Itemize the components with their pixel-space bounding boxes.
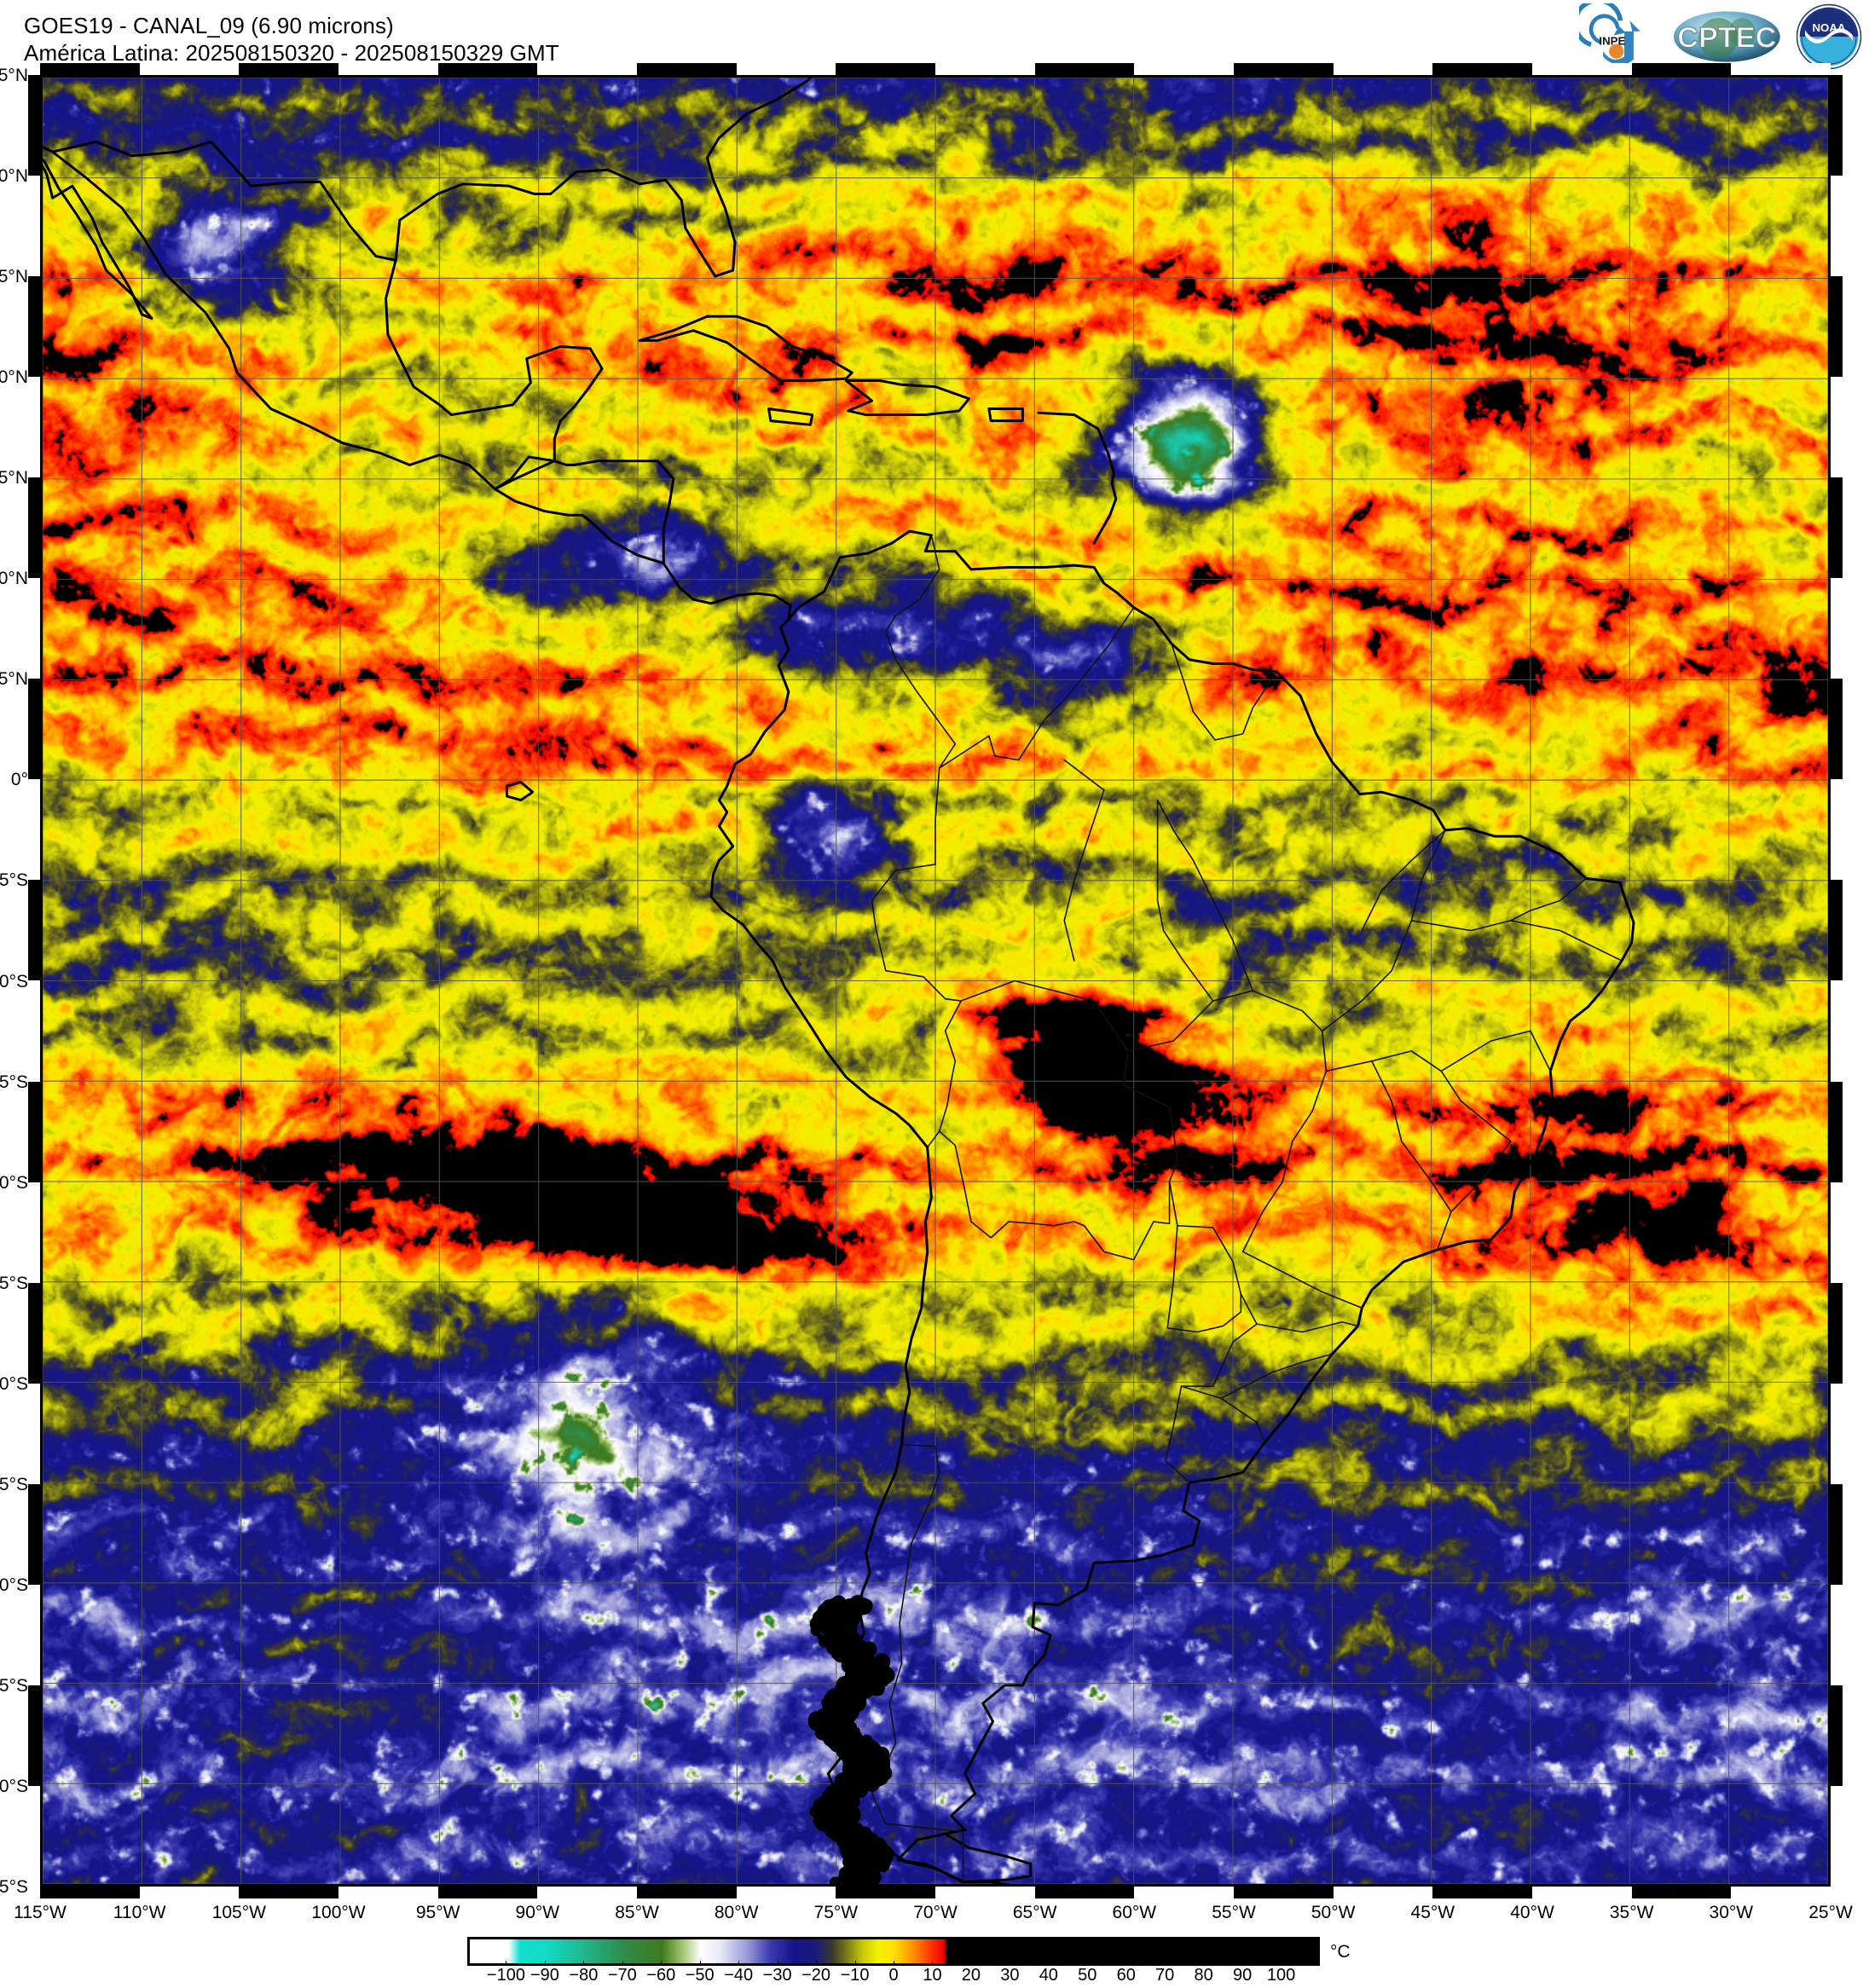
colorbar-tick-mark <box>661 1961 662 1966</box>
colorbar-tick--60: −60 <box>646 1966 675 1985</box>
lat-label-30°S: 30°S <box>0 1374 28 1395</box>
lon-label-115°W: 115°W <box>14 1903 67 1923</box>
lon-label-70°W: 70°W <box>913 1903 958 1923</box>
colorbar-tick-mark <box>1126 1961 1127 1966</box>
lat-label-5°N: 5°N <box>0 669 28 690</box>
colorbar-tick--100: −100 <box>487 1966 525 1985</box>
lon-label-90°W: 90°W <box>516 1903 560 1923</box>
colorbar-tick-mark <box>1087 1961 1088 1966</box>
colorbar-tick--90: −90 <box>530 1966 559 1985</box>
colorbar-unit-label: °C <box>1330 1942 1351 1962</box>
colorbar-tick-mark <box>816 1961 817 1966</box>
lon-label-65°W: 65°W <box>1013 1903 1057 1923</box>
colorbar-tick--20: −20 <box>801 1966 830 1985</box>
lon-label-30°W: 30°W <box>1710 1903 1754 1923</box>
lat-label-5°S: 5°S <box>0 870 28 891</box>
colorbar-tick-60: 60 <box>1117 1966 1136 1985</box>
tick-ladder-right <box>1831 75 1843 1887</box>
colorbar-tick-90: 90 <box>1233 1966 1252 1985</box>
svg-text:CPTEC: CPTEC <box>1678 21 1777 54</box>
cptec-logo: CPTEC <box>1670 3 1784 70</box>
tick-ladder-bottom <box>40 1887 1831 1898</box>
colorbar-tick-70: 70 <box>1155 1966 1174 1985</box>
lon-label-50°W: 50°W <box>1311 1903 1356 1923</box>
lon-label-60°W: 60°W <box>1113 1903 1157 1923</box>
lat-label-40°S: 40°S <box>0 1575 28 1596</box>
lat-label-50°S: 50°S <box>0 1777 28 1797</box>
lat-label-30°N: 30°N <box>0 166 28 187</box>
lon-label-110°W: 110°W <box>113 1903 166 1923</box>
lat-label-10°S: 10°S <box>0 972 28 992</box>
lat-label-35°N: 35°N <box>0 66 28 86</box>
inpe-logo: INPE <box>1579 3 1659 70</box>
colorbar-tick-mark <box>1165 1961 1166 1966</box>
lon-label-100°W: 100°W <box>311 1903 365 1923</box>
colorbar-tick--50: −50 <box>686 1966 715 1985</box>
lon-label-75°W: 75°W <box>814 1903 859 1923</box>
svg-text:NOAA: NOAA <box>1812 21 1845 34</box>
lat-label-0°: 0° <box>0 770 28 790</box>
colorbar-tick-mark <box>971 1961 972 1966</box>
colorbar-tick--40: −40 <box>724 1966 753 1985</box>
lon-label-55°W: 55°W <box>1212 1903 1256 1923</box>
lat-label-35°S: 35°S <box>0 1475 28 1495</box>
colorbar-tick-40: 40 <box>1039 1966 1058 1985</box>
colorbar-tick-mark <box>932 1961 933 1966</box>
tick-ladder-left <box>28 75 40 1887</box>
colorbar-tick-mark <box>855 1961 856 1966</box>
colorbar-tick--10: −10 <box>841 1966 870 1985</box>
lon-label-85°W: 85°W <box>615 1903 659 1923</box>
colorbar-tick-0: 0 <box>888 1966 898 1985</box>
lat-label-45°S: 45°S <box>0 1676 28 1696</box>
colorbar-tick--30: −30 <box>763 1966 792 1985</box>
lat-label-25°N: 25°N <box>0 267 28 287</box>
lon-label-25°W: 25°W <box>1808 1903 1853 1923</box>
noaa-logo: NOAA <box>1796 3 1862 70</box>
tick-ladder-top <box>40 63 1831 75</box>
svg-text:INPE: INPE <box>1599 34 1625 47</box>
colorbar-tick-mark <box>545 1961 546 1966</box>
colorbar-tick-30: 30 <box>1000 1966 1019 1985</box>
lat-label-55°S: 55°S <box>0 1877 28 1898</box>
lon-label-35°W: 35°W <box>1610 1903 1654 1923</box>
lon-label-95°W: 95°W <box>416 1903 460 1923</box>
colorbar-tick-20: 20 <box>962 1966 981 1985</box>
colorbar-tick-100: 100 <box>1267 1966 1295 1985</box>
lon-label-40°W: 40°W <box>1510 1903 1554 1923</box>
colorbar-tick-mark <box>1049 1961 1050 1966</box>
logo-bar: INPE CPTEC NOAA <box>1579 2 1862 72</box>
lon-label-45°W: 45°W <box>1411 1903 1455 1923</box>
lat-label-20°S: 20°S <box>0 1173 28 1193</box>
colorbar-tick-mark <box>738 1961 739 1966</box>
header-block: GOES19 - CANAL_09 (6.90 microns) América… <box>24 12 1388 66</box>
satellite-map[interactable] <box>40 75 1831 1887</box>
lon-label-105°W: 105°W <box>212 1903 266 1923</box>
colorbar-tick-mark <box>700 1961 701 1966</box>
map-overlay <box>43 78 1828 1884</box>
colorbar-tick-mark <box>1204 1961 1205 1966</box>
colorbar-tick--80: −80 <box>569 1966 598 1985</box>
lat-label-15°S: 15°S <box>0 1072 28 1093</box>
colorbar-tick--70: −70 <box>608 1966 637 1985</box>
colorbar-tick-10: 10 <box>923 1966 941 1985</box>
lat-label-15°N: 15°N <box>0 468 28 488</box>
lon-label-80°W: 80°W <box>715 1903 759 1923</box>
colorbar-tick-80: 80 <box>1195 1966 1213 1985</box>
lat-label-10°N: 10°N <box>0 569 28 589</box>
colorbar-tick-mark <box>1242 1961 1243 1966</box>
colorbar-tick-mark <box>583 1961 584 1966</box>
graticule <box>43 78 1828 1884</box>
lat-label-25°S: 25°S <box>0 1274 28 1294</box>
title-line-product: GOES19 - CANAL_09 (6.90 microns) <box>24 12 1388 39</box>
colorbar-tick-mark <box>622 1961 623 1966</box>
colorbar-tick-50: 50 <box>1078 1966 1097 1985</box>
lat-label-20°N: 20°N <box>0 367 28 388</box>
